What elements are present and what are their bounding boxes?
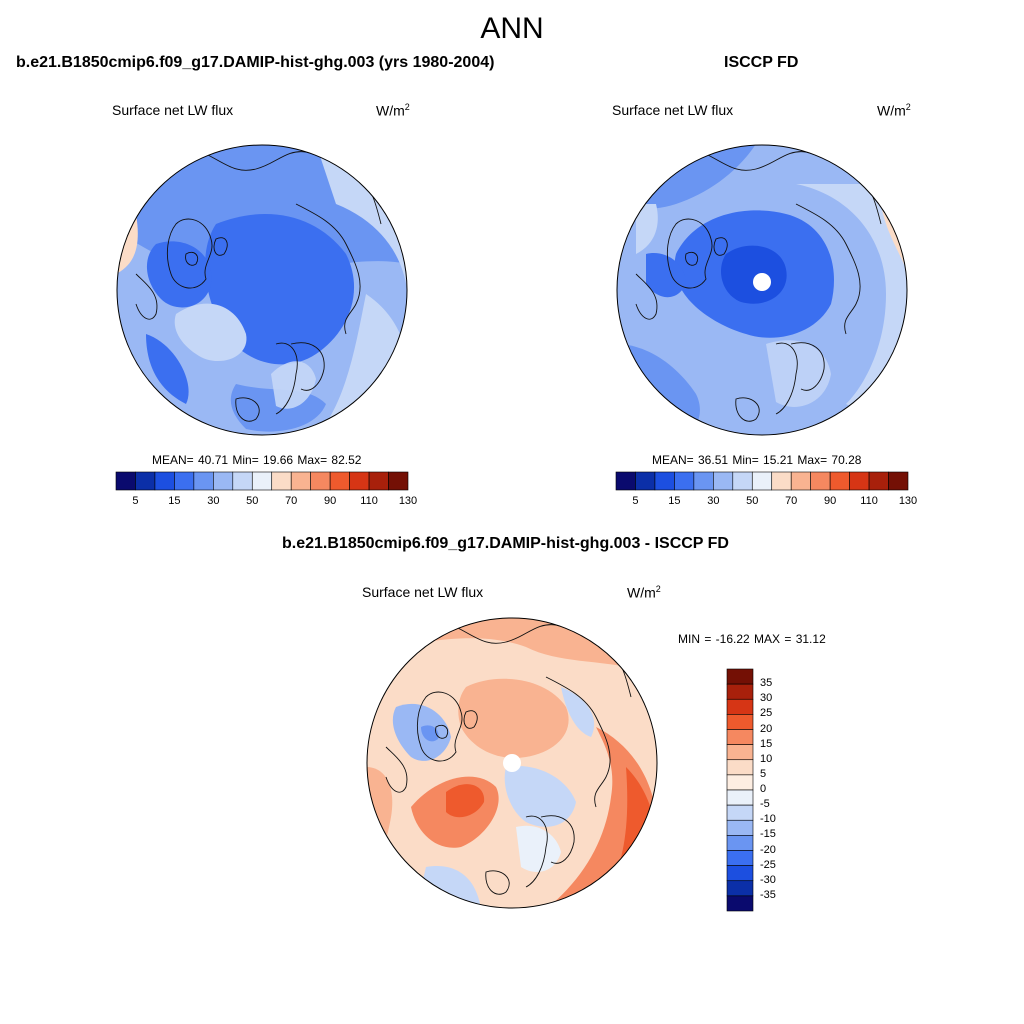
panel3-colorbar-tick-label: -15 <box>760 828 776 841</box>
panel2-title: ISCCP FD <box>724 54 799 71</box>
panel3-colorbar-box <box>726 835 754 851</box>
panel3-colorbar-box <box>726 865 754 882</box>
panel2-colorbar-box <box>790 471 811 491</box>
panel1-colorbar <box>115 471 409 491</box>
panel3-colorbar-tick-label: -5 <box>760 798 770 811</box>
figure-title: ANN <box>480 12 544 45</box>
panel2-colorbar-tick-label: 130 <box>898 495 918 507</box>
panel3-polar-map <box>366 617 658 909</box>
panel1-polar-map <box>116 144 408 436</box>
panel2-variable-label: Surface net LW flux <box>612 102 734 118</box>
panel1-colorbar-box <box>290 471 311 491</box>
panel3-colorbar-tick-label: 20 <box>760 722 773 735</box>
panel1-colorbar-box <box>213 471 234 491</box>
panel2-colorbar-box <box>868 471 889 491</box>
panel3-colorbar <box>726 668 754 912</box>
panel3-colorbar-tick-label: -20 <box>760 843 776 856</box>
panel3-colorbar-box <box>726 774 754 791</box>
panel2-colorbar-box <box>654 471 675 491</box>
panel1-stats: MEAN= 40.71 Min= 19.66 Max= 82.52 <box>152 453 362 467</box>
panel3-colorbar-tick-label: 10 <box>760 752 773 765</box>
panel2-colorbar-tick-label: 110 <box>860 495 878 507</box>
panel2-colorbar-box <box>732 471 753 491</box>
panel2-polar-map <box>616 144 908 436</box>
panel3-colorbar-box <box>726 668 754 685</box>
panel1-colorbar-tick-label: 15 <box>168 495 181 507</box>
panel1-colorbar-tick-label: 50 <box>246 495 259 507</box>
panel1-colorbar-tick-label: 70 <box>285 495 298 507</box>
panel3-colorbar-box <box>726 850 754 866</box>
panel2-units-label: W/m2 <box>877 102 911 119</box>
panel2-colorbar <box>615 471 909 491</box>
panel3-units-label: W/m2 <box>627 584 661 601</box>
panel1-colorbar-ticks: 5 15 30 50 70 90 110 130 <box>116 495 417 509</box>
panel2-colorbar-tick-label: 5 <box>632 495 639 507</box>
panel3-colorbar-box <box>726 729 754 745</box>
panel3-colorbar-tick-label: -10 <box>760 813 776 826</box>
panel2-colorbar-tick-label: 15 <box>668 495 681 507</box>
panel3-colorbar-tick-label: -30 <box>760 873 776 886</box>
panel2-colorbar-box <box>751 471 773 491</box>
panel3-colorbar-box <box>726 789 754 806</box>
panel1-colorbar-box <box>193 471 214 491</box>
panel2-colorbar-box <box>888 471 909 491</box>
panel2-colorbar-box <box>713 471 734 491</box>
panel3-colorbar-box <box>726 895 754 912</box>
panel1-colorbar-box <box>349 471 370 491</box>
panel1-colorbar-box <box>329 471 350 491</box>
panel3-colorbar-tick-label: 15 <box>760 737 773 750</box>
panel3-colorbar-tick-label: -35 <box>760 888 776 901</box>
panel1-colorbar-box <box>271 471 292 491</box>
panel2-colorbar-tick-label: 50 <box>746 495 759 507</box>
panel2-colorbar-box <box>771 471 792 491</box>
panel2-colorbar-tick-label: 30 <box>707 495 720 507</box>
panel1-colorbar-tick-label: 5 <box>132 495 139 507</box>
panel2-colorbar-box <box>615 471 636 491</box>
panel3-colorbar-box <box>726 683 754 700</box>
panel1-colorbar-box <box>368 471 389 491</box>
panel2-colorbar-box <box>635 471 656 491</box>
panel1-colorbar-box <box>388 471 409 491</box>
panel3-colorbar-ticks: 35 30 25 20 15 10 5 0 -5 -10 -15 -20 -25 -30 -35 <box>760 669 800 911</box>
panel3-colorbar-tick-label: 5 <box>760 767 767 780</box>
panel3-title: b.e21.B1850cmip6.f09_g17.DAMIP-hist-ghg.… <box>282 535 729 552</box>
panel1-units-label: W/m2 <box>376 102 410 119</box>
panel1-colorbar-box <box>310 471 331 491</box>
panel3-stats: MIN = -16.22 MAX = 31.12 <box>678 632 826 646</box>
panel3-colorbar-tick-label: 25 <box>760 707 773 720</box>
panel3-colorbar-box <box>726 804 754 821</box>
panel3-colorbar-box <box>726 759 754 776</box>
panel2-colorbar-box <box>849 471 870 491</box>
panel3-colorbar-box <box>726 698 754 715</box>
panel3-colorbar-tick-label: 35 <box>760 677 773 690</box>
panel2-stats: MEAN= 36.51 Min= 15.21 Max= 70.28 <box>652 453 862 467</box>
panel1-colorbar-box <box>135 471 156 491</box>
panel2-colorbar-box <box>829 471 850 491</box>
panel1-colorbar-box <box>115 471 136 491</box>
panel3-colorbar-box <box>726 880 754 897</box>
panel1-colorbar-box <box>154 471 175 491</box>
panel3-colorbar-tick-label: 0 <box>760 783 767 795</box>
panel1-variable-label: Surface net LW flux <box>112 102 234 118</box>
panel2-colorbar-box <box>693 471 714 491</box>
panel3-colorbar-box <box>726 819 754 836</box>
panel2-colorbar-box <box>674 471 695 491</box>
panel2-colorbar-ticks: 5 15 30 50 70 90 110 130 <box>616 495 917 509</box>
panel1-title: b.e21.B1850cmip6.f09_g17.DAMIP-hist-ghg.… <box>16 54 495 71</box>
panel1-colorbar-tick-label: 30 <box>207 495 220 507</box>
panel3-colorbar-box <box>726 744 754 761</box>
panel3-variable-label: Surface net LW flux <box>362 584 484 600</box>
panel3-colorbar-box <box>726 714 754 730</box>
panel2-colorbar-tick-label: 70 <box>785 495 798 507</box>
panel1-colorbar-box <box>232 471 253 491</box>
panel2-colorbar-box <box>810 471 831 491</box>
panel2-colorbar-tick-label: 90 <box>824 495 837 507</box>
panel3-colorbar-tick-label: -25 <box>760 858 776 871</box>
panel1-colorbar-tick-label: 130 <box>398 495 418 507</box>
panel3-colorbar-tick-label: 30 <box>760 692 773 705</box>
panel1-colorbar-tick-label: 110 <box>360 495 378 507</box>
panel1-colorbar-tick-label: 90 <box>324 495 337 507</box>
panel1-colorbar-box <box>174 471 195 491</box>
panel1-colorbar-box <box>251 471 273 491</box>
